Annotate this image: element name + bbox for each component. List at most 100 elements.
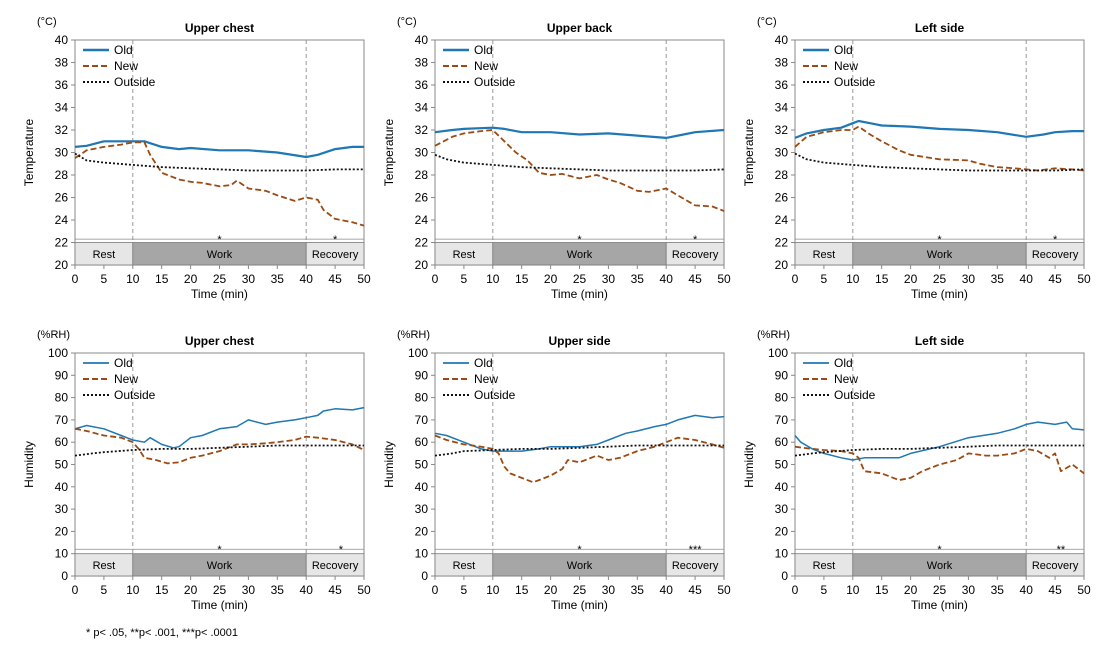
y-tick-label: 30 xyxy=(775,146,789,160)
chart-panel: Rest Work Recovery * * 20 22 24 26 28 30 32 34 36 38 40… xyxy=(22,16,371,301)
y-tick-label: 20 xyxy=(775,524,789,538)
x-tick-label: 15 xyxy=(515,583,529,597)
legend-label: New xyxy=(834,372,858,386)
y-tick-label: 40 xyxy=(55,33,69,47)
legend-label: Outside xyxy=(474,388,516,402)
x-tick-label: 50 xyxy=(717,583,731,597)
chart-title: Left side xyxy=(915,334,965,348)
series-line-outside xyxy=(794,152,1085,172)
y-tick-label: 70 xyxy=(775,413,789,427)
x-tick-label: 25 xyxy=(933,272,947,286)
y-tick-label: 0 xyxy=(781,569,788,583)
x-tick-label: 35 xyxy=(271,583,285,597)
significance-marker: * xyxy=(937,234,942,246)
y-tick-label: 40 xyxy=(55,480,69,494)
chart-panel: Rest Work Recovery* **010203040506070809010… xyxy=(742,329,1091,612)
series-line-outside xyxy=(74,152,364,172)
chart-title: Left side xyxy=(915,21,965,35)
y-tick-label: 20 xyxy=(55,524,69,538)
x-tick-label: 40 xyxy=(660,583,674,597)
y-tick-label: 80 xyxy=(775,391,789,405)
plot-frame xyxy=(74,39,365,266)
series-line-old xyxy=(74,140,364,159)
y-tick-label: 26 xyxy=(415,191,429,205)
x-tick-label: 0 xyxy=(432,583,439,597)
x-tick-label: 20 xyxy=(904,272,918,286)
y-unit-label: (°C) xyxy=(757,16,777,28)
x-tick-label: 0 xyxy=(792,583,799,597)
x-axis-label: Time (min) xyxy=(911,598,968,612)
plot-frame xyxy=(434,39,725,266)
x-tick-label: 30 xyxy=(962,272,976,286)
x-tick-label: 50 xyxy=(1077,583,1091,597)
phase-label: Rest xyxy=(453,249,476,261)
phase-label: Rest xyxy=(813,249,836,261)
phase-label: Work xyxy=(927,560,953,572)
y-tick-label: 36 xyxy=(55,78,69,92)
series-line-outside xyxy=(794,444,1084,457)
y-tick-label: 90 xyxy=(775,368,789,382)
chart-panel: Rest Work Recovery * * 20 22 24 26 28 30 32 34 36 38 40… xyxy=(382,16,731,301)
x-tick-label: 40 xyxy=(660,272,674,286)
phase-label: Rest xyxy=(93,249,116,261)
x-tick-label: 45 xyxy=(328,272,342,286)
phase-label: Work xyxy=(567,249,593,261)
chart-title: Upper side xyxy=(548,334,610,348)
y-tick-label: 70 xyxy=(415,413,429,427)
significance-marker: * xyxy=(577,234,582,246)
chart-title: Upper chest xyxy=(185,21,254,35)
y-unit-label: (%RH) xyxy=(397,329,430,341)
y-axis-label: Humidity xyxy=(742,441,756,488)
x-tick-label: 40 xyxy=(1020,272,1034,286)
x-tick-label: 50 xyxy=(717,272,731,286)
y-axis-label: Temperature xyxy=(382,118,396,186)
y-unit-label: (%RH) xyxy=(37,329,70,341)
series-line-new xyxy=(74,141,365,227)
x-tick-label: 45 xyxy=(688,272,702,286)
phase-label: Recovery xyxy=(312,560,359,572)
x-tick-label: 5 xyxy=(821,583,828,597)
x-tick-label: 5 xyxy=(101,272,108,286)
y-tick-label: 50 xyxy=(775,458,789,472)
legend-label: Old xyxy=(834,43,853,57)
legend-label: Old xyxy=(114,356,133,370)
legend-label: Outside xyxy=(834,388,876,402)
y-tick-label: 80 xyxy=(415,391,429,405)
series-line-old xyxy=(794,119,1084,139)
x-tick-label: 10 xyxy=(486,272,500,286)
x-axis-label: Time (min) xyxy=(551,287,608,301)
x-tick-label: 30 xyxy=(602,583,616,597)
y-axis-label: Temperature xyxy=(742,118,756,186)
series-line-old xyxy=(74,406,365,449)
y-tick-label: 30 xyxy=(55,502,69,516)
y-tick-label: 60 xyxy=(415,435,429,449)
phase-label: Work xyxy=(207,560,233,572)
y-tick-label: 30 xyxy=(415,502,429,516)
y-tick-label: 40 xyxy=(775,480,789,494)
y-tick-label: 24 xyxy=(775,213,789,227)
legend-label: Old xyxy=(114,43,133,57)
x-tick-label: 25 xyxy=(933,583,947,597)
series-line-new xyxy=(74,427,365,465)
y-tick-label: 20 xyxy=(415,258,429,272)
legend-label: New xyxy=(114,59,138,73)
y-tick-label: 40 xyxy=(415,480,429,494)
x-axis-label: Time (min) xyxy=(911,287,968,301)
significance-marker: ** xyxy=(1057,544,1066,556)
phase-label: Rest xyxy=(453,560,476,572)
plot-frame xyxy=(794,352,1085,577)
y-tick-label: 38 xyxy=(775,56,789,70)
x-tick-label: 30 xyxy=(242,272,256,286)
y-tick-label: 22 xyxy=(775,236,789,250)
phase-label: Recovery xyxy=(1032,560,1079,572)
y-tick-label: 70 xyxy=(55,413,69,427)
x-tick-label: 45 xyxy=(688,583,702,597)
series-line-outside xyxy=(434,153,725,172)
significance-marker: * xyxy=(937,544,942,556)
x-tick-label: 0 xyxy=(432,272,439,286)
x-tick-label: 30 xyxy=(602,272,616,286)
phase-label: Rest xyxy=(93,560,116,572)
y-tick-label: 24 xyxy=(55,213,69,227)
y-tick-label: 28 xyxy=(775,168,789,182)
y-tick-label: 10 xyxy=(415,547,429,561)
